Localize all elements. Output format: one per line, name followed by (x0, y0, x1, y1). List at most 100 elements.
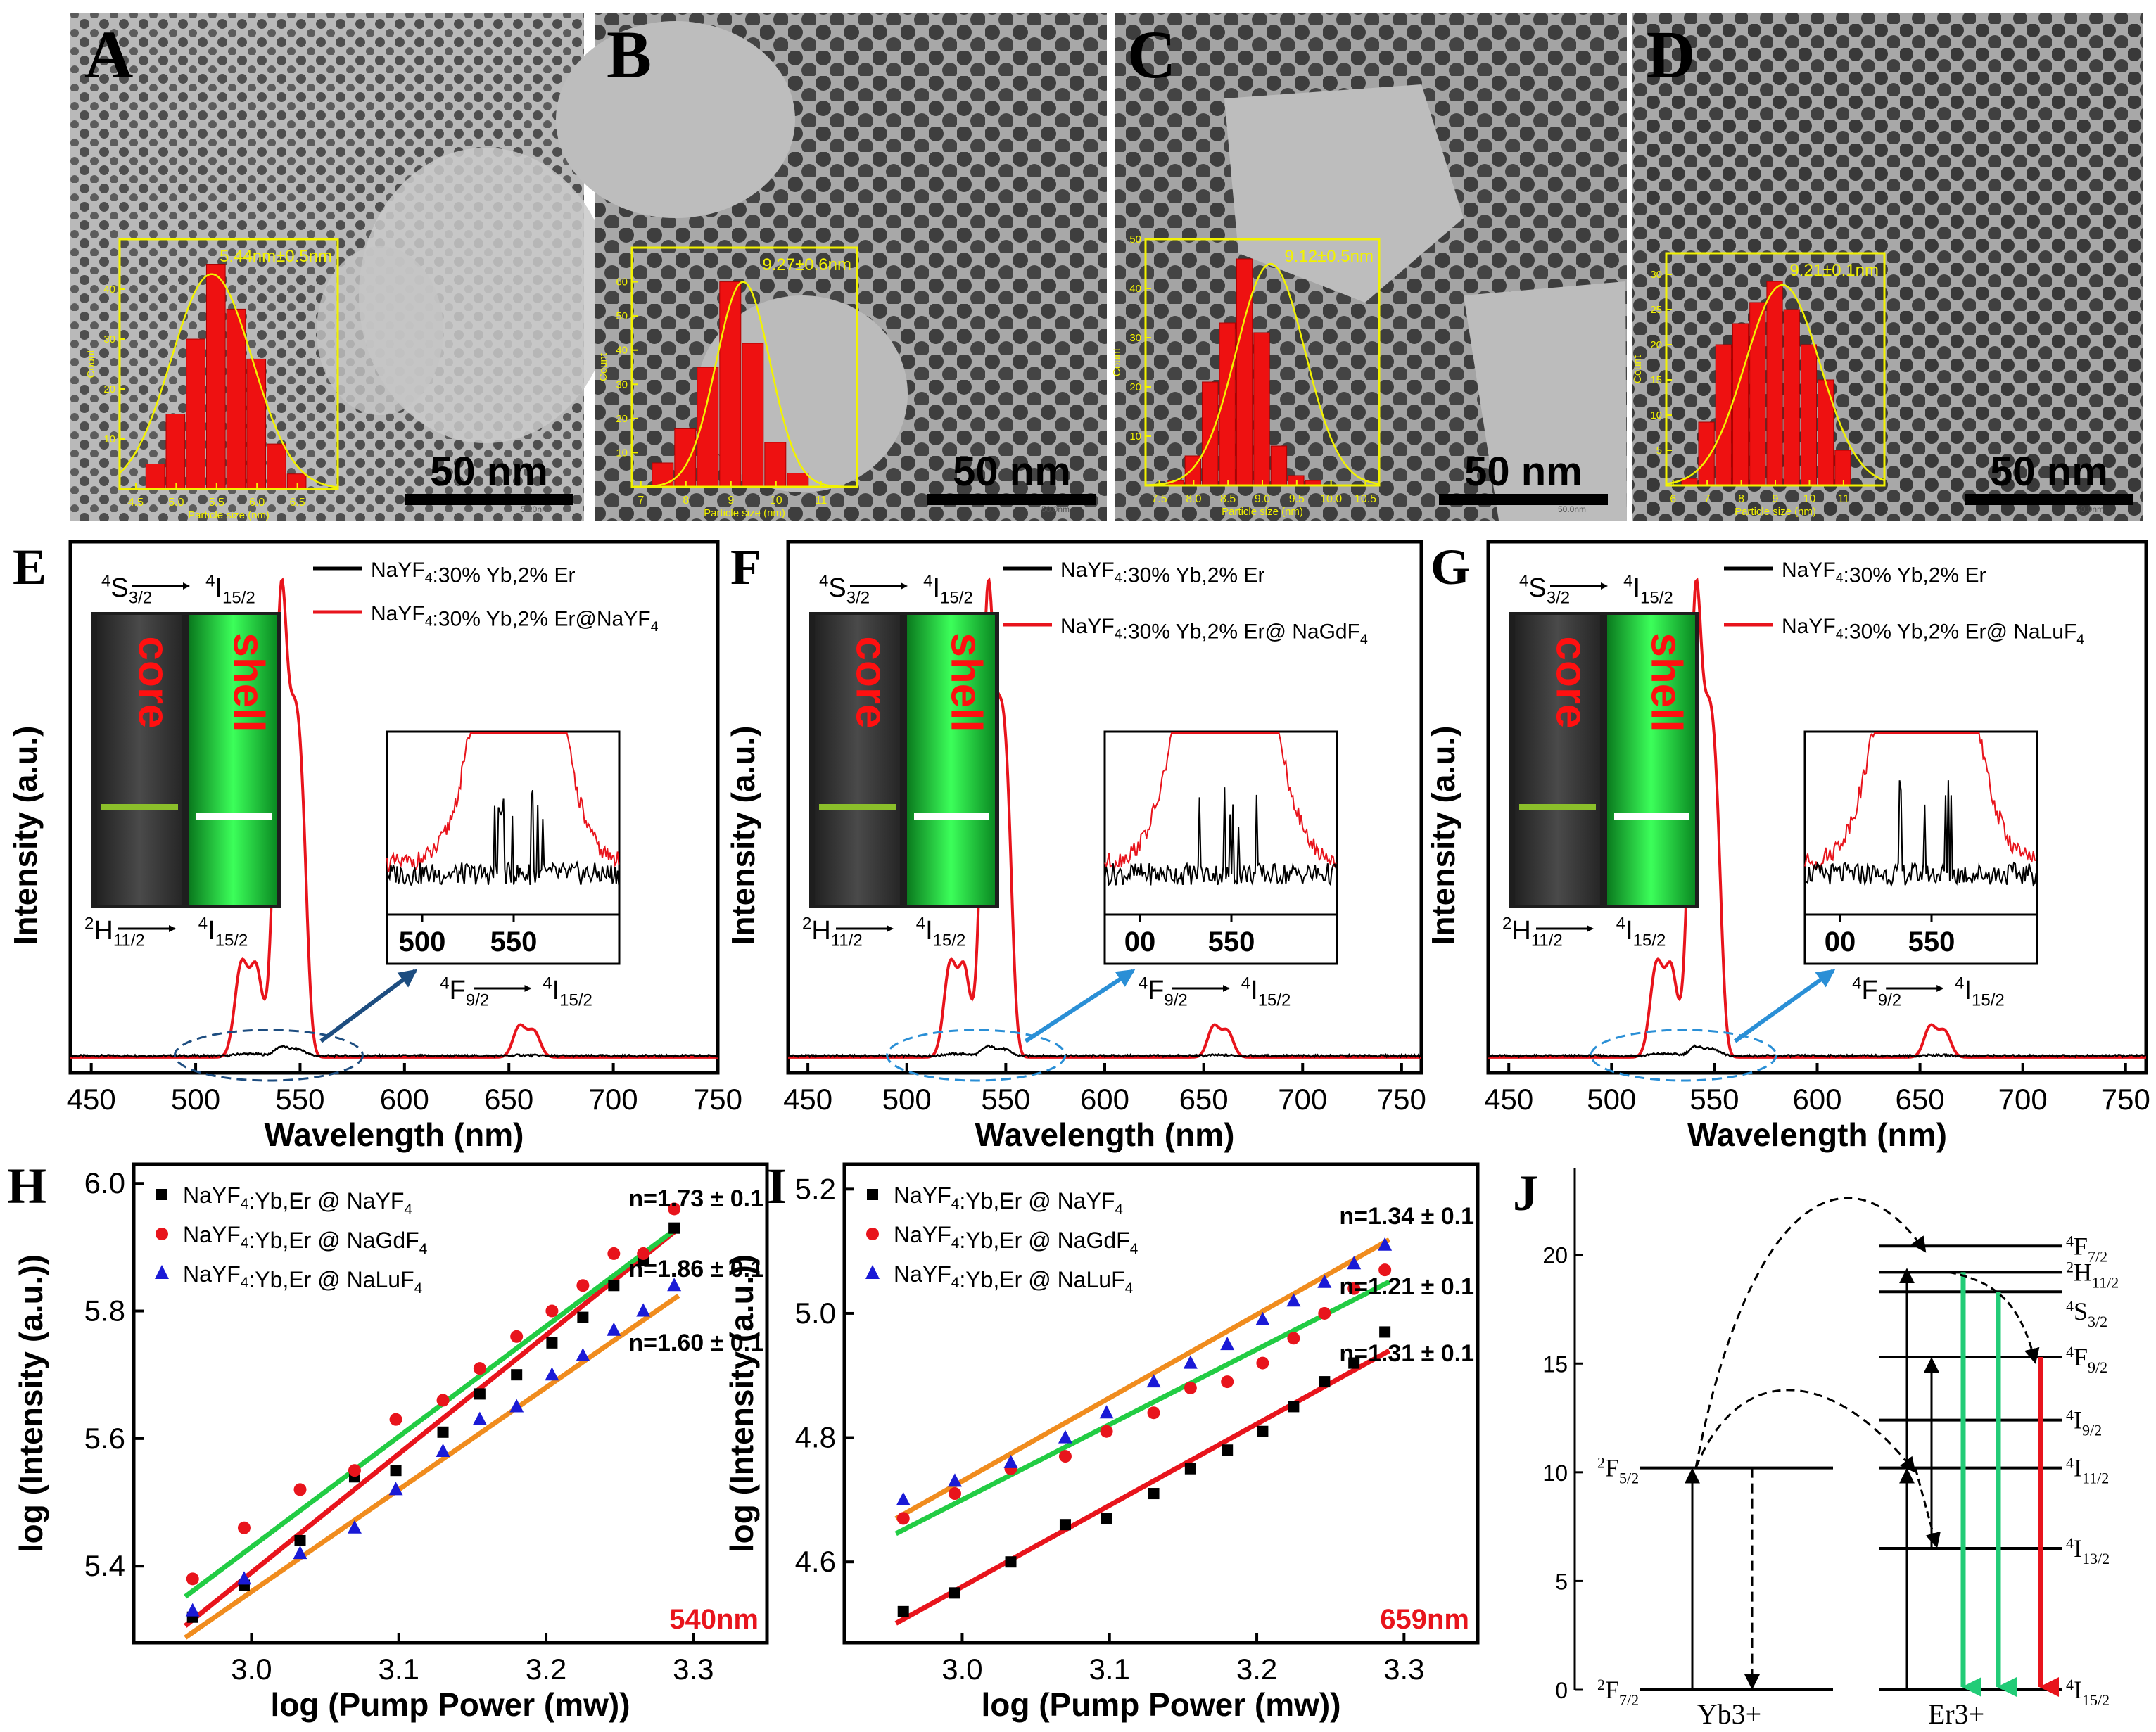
fit-curve (632, 281, 858, 488)
data-point (1286, 1293, 1301, 1307)
xtick-label: 550 (981, 1083, 1030, 1116)
legend-marker (156, 1189, 167, 1200)
scale-bar (1439, 494, 1608, 505)
data-point (185, 1603, 200, 1617)
legend-label: NaYF4:Yb,Er @ NaYF4 (183, 1183, 412, 1218)
data-point (577, 1311, 589, 1323)
data-point (1317, 1274, 1332, 1288)
data-point (1146, 1374, 1161, 1388)
core-vial (97, 615, 182, 905)
inset-xtick-label: 00 (1124, 927, 1156, 957)
inset-core-line (386, 789, 620, 886)
hist-ylabel: Count (1111, 348, 1123, 376)
hist-ytick-label: 10 (1129, 431, 1141, 442)
legend-label: NaYF4:30% Yb,2% Er@ NaLuF4 (1782, 615, 2084, 647)
ytick-label: 5 (1555, 1569, 1568, 1594)
hist-ytick-label: 25 (1650, 304, 1662, 316)
xtick-label: 750 (2101, 1083, 2150, 1116)
shell-glow-band (196, 813, 272, 820)
xtick-label: 500 (882, 1083, 932, 1116)
hist-ytick-label: 30 (616, 378, 628, 390)
panel-a-tem: A (70, 13, 612, 521)
data-point (1099, 1405, 1114, 1419)
shell-glow-band (914, 813, 989, 820)
histogram-a: 4.5 5.0 5.5 6.0 6.5 10 20 30 40 Particle size (nm… (85, 238, 573, 521)
inset-frame (1803, 730, 2038, 916)
hist-bar (205, 264, 226, 490)
legend-label: NaYF4:Yb,Er @ NaGdF4 (183, 1222, 427, 1257)
fit-line (894, 1348, 1391, 1626)
data-point (576, 1348, 590, 1361)
loglog-panel-h: H 3.0 3.1 3.2 3.3 5.4 5.6 5.8 6.0 log (Pump Power… (7, 1158, 769, 1723)
slope-label: n=1.31 ± 0.1 (1339, 1340, 1474, 1367)
yb-level-label: 2F7/2 (1597, 1676, 1639, 1709)
xtick-label: 750 (1377, 1083, 1426, 1116)
inset-axis-box (1803, 913, 2038, 965)
hist-frame (118, 238, 339, 490)
data-point (1288, 1401, 1300, 1413)
x-axis-label: Wavelength (nm) (975, 1116, 1235, 1153)
data-point (608, 1280, 620, 1292)
hist-bar (742, 343, 764, 488)
hist-ytick-label: 10 (103, 433, 115, 445)
hist-ytick-label: 20 (103, 383, 115, 395)
corner-scale-text: 50.0nm (1041, 504, 1070, 514)
legend-label: NaYF4:Yb,Er @ NaLuF4 (894, 1261, 1133, 1297)
transition-green: 4S3/2 4I15/2 (101, 572, 255, 608)
data-point (668, 1222, 680, 1234)
hist-bar (145, 464, 165, 490)
xtick-label: 3.2 (1236, 1653, 1277, 1686)
slope-label: n=1.86 ± 0.1 (628, 1256, 763, 1282)
inset-xtick-label: 550 (490, 927, 538, 957)
inset-shell-line (1104, 732, 1337, 872)
inset-xtick-label: 550 (1208, 927, 1255, 957)
x-axis-label: Wavelength (nm) (265, 1116, 524, 1153)
data-point (388, 1482, 403, 1496)
corner-scale-text: 50.0nm (521, 504, 549, 514)
hist-xtick-label: 9.5 (1289, 493, 1305, 505)
hist-ytick-label: 20 (1129, 381, 1141, 393)
xtick-label: 500 (1587, 1083, 1636, 1116)
hist-frame (630, 246, 858, 488)
panel-label: G (1431, 539, 1470, 595)
shell-vial (907, 615, 995, 905)
hist-xtick-label: 10 (770, 495, 782, 507)
data-point (474, 1388, 486, 1400)
data-point (668, 1202, 681, 1216)
legend-label: NaYF4:Yb,Er @ NaLuF4 (183, 1261, 422, 1297)
data-point (293, 1546, 307, 1560)
core-label: core (129, 637, 178, 729)
xtick-label: 3.3 (1383, 1653, 1424, 1686)
series-line-shell (1488, 577, 2146, 1059)
data-point (1184, 1463, 1196, 1475)
xtick-label: 3.0 (941, 1653, 982, 1686)
data-point (389, 1413, 402, 1426)
xtick-label: 700 (589, 1083, 638, 1116)
data-point (1220, 1337, 1235, 1351)
hist-bar (652, 462, 674, 488)
data-point (1005, 1556, 1017, 1568)
data-point (545, 1304, 559, 1318)
energy-transfer-curve (1694, 1389, 1916, 1473)
er-ion-label: Er3+ (1928, 1698, 1984, 1730)
inset-xtick-label: 00 (1825, 927, 1856, 957)
hist-ytick-label: 10 (616, 447, 628, 459)
core-glow-band (101, 804, 178, 810)
hist-bar (1236, 258, 1253, 486)
hist-annotation: 5.44nm±0.5nm (220, 247, 332, 266)
data-point (1255, 1311, 1270, 1325)
hist-ytick-label: 20 (616, 413, 628, 425)
hist-xtick-label: 10.5 (1355, 493, 1376, 505)
hist-bar (1766, 281, 1783, 486)
hist-ytick-label: 40 (103, 284, 115, 295)
fit-line (894, 1237, 1391, 1521)
inset-xtick-label: 550 (1908, 927, 1955, 957)
inset-xtick-label: 500 (399, 927, 446, 957)
transition-red: 4F9/2 4I15/2 (1139, 974, 1291, 1010)
data-point (437, 1426, 449, 1438)
hist-ytick-label: 30 (103, 333, 115, 345)
hist-bar (1783, 309, 1800, 486)
fit-line (184, 1226, 680, 1628)
data-point (948, 1487, 961, 1501)
